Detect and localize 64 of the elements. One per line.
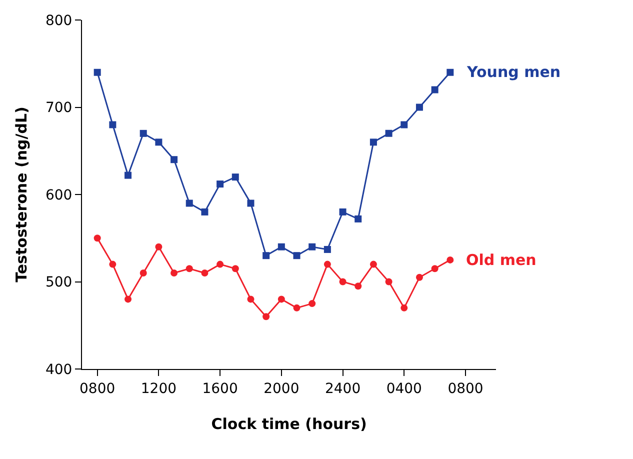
x-tick-label: 2400	[324, 380, 361, 397]
point	[155, 138, 162, 146]
x-tick-label: 0400	[386, 380, 422, 397]
y-tick-label: 800	[45, 12, 72, 29]
point	[124, 296, 132, 303]
point	[262, 313, 270, 320]
point	[216, 260, 224, 268]
point	[339, 208, 346, 216]
point	[140, 270, 147, 277]
series-label: Young men	[466, 63, 561, 81]
point	[324, 246, 331, 253]
point	[308, 300, 316, 308]
x-tick-label: 1600	[202, 380, 238, 397]
point	[370, 138, 377, 146]
point	[293, 304, 300, 312]
point	[446, 256, 454, 264]
series-label: Old men	[466, 251, 536, 269]
point	[232, 265, 239, 272]
point	[446, 68, 454, 76]
x-axis-title: Clock time (hours)	[211, 414, 367, 433]
point	[170, 156, 178, 164]
point	[216, 180, 224, 188]
point	[400, 121, 408, 128]
y-tick-label: 500	[45, 274, 72, 291]
point	[431, 86, 438, 94]
point	[385, 278, 392, 286]
y-axis-title: Testosterone (ng/dL)	[12, 106, 31, 282]
point	[247, 296, 254, 303]
point	[186, 265, 193, 272]
point	[431, 265, 438, 272]
point	[201, 208, 208, 216]
point	[232, 174, 239, 181]
point	[293, 252, 300, 260]
y-tick-label: 700	[45, 100, 72, 116]
point	[370, 260, 377, 268]
point	[124, 172, 132, 179]
point	[324, 260, 331, 268]
point	[186, 200, 193, 207]
point	[262, 252, 270, 260]
point	[170, 270, 178, 277]
x-tick-label: 0800	[80, 380, 116, 397]
point	[278, 243, 285, 250]
point	[155, 243, 162, 250]
point	[416, 104, 423, 111]
point	[201, 270, 208, 277]
point	[247, 200, 254, 207]
point	[109, 121, 116, 128]
point	[278, 296, 285, 303]
x-tick-label: 2000	[264, 380, 300, 397]
point	[308, 243, 316, 250]
x-tick-label: 0800	[448, 380, 484, 397]
point	[416, 274, 423, 281]
point	[94, 68, 101, 76]
y-tick-label: 600	[45, 187, 72, 204]
point	[109, 260, 116, 268]
point	[354, 215, 362, 222]
point	[400, 304, 408, 312]
point	[94, 234, 101, 242]
x-tick-label: 1200	[140, 380, 177, 397]
point	[354, 282, 362, 290]
point	[385, 130, 392, 137]
point	[140, 130, 147, 137]
y-tick-label: 400	[45, 362, 72, 378]
point	[339, 278, 346, 286]
